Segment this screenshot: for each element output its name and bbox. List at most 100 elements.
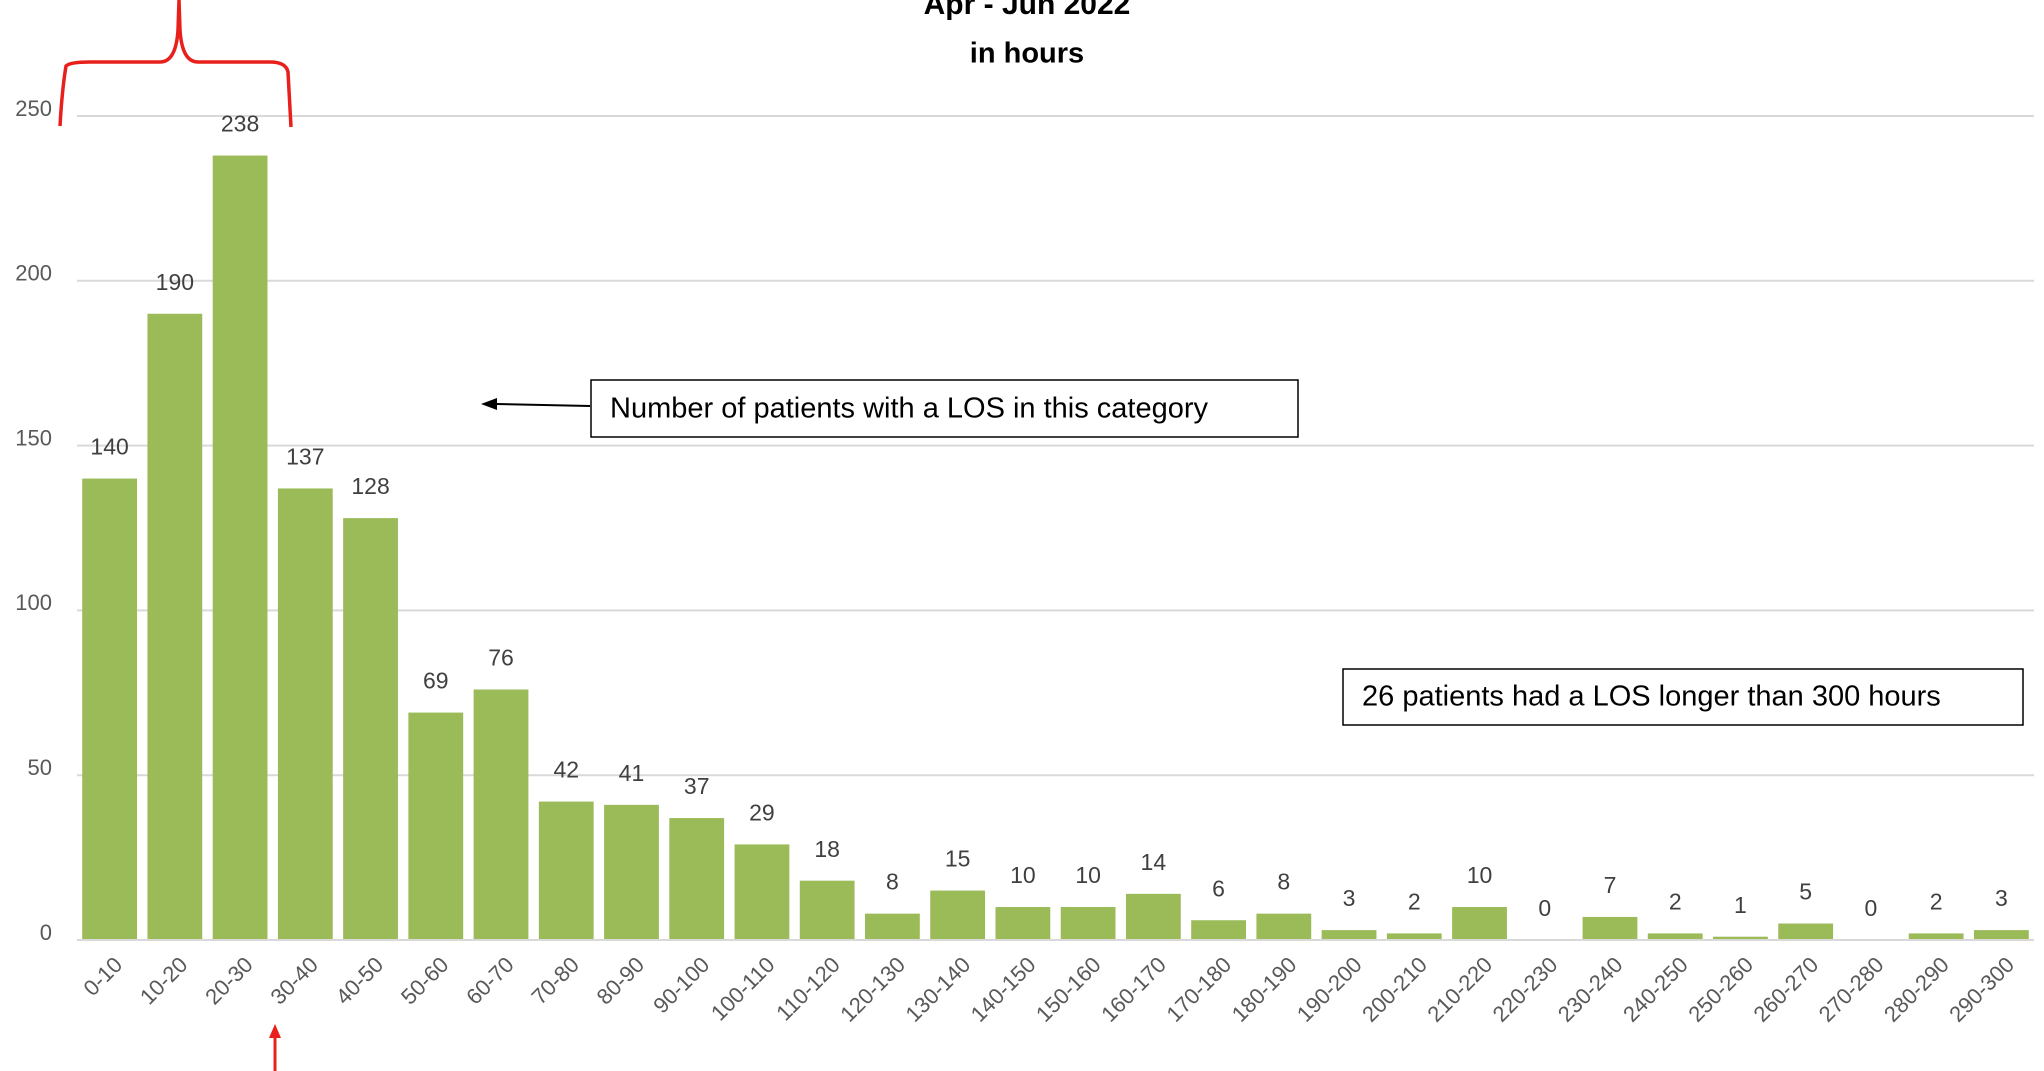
value-label: 10	[1010, 862, 1036, 888]
bar	[1191, 920, 1246, 940]
annotation-arrow-head	[481, 398, 497, 410]
bar	[1060, 907, 1116, 940]
bar	[1647, 933, 1703, 940]
x-tick-label: 220-230	[1488, 952, 1563, 1027]
red-bracket	[58, 0, 293, 128]
x-tick-label: 40-50	[331, 952, 388, 1009]
value-label: 14	[1141, 849, 1167, 875]
x-tick-label: 110-120	[771, 952, 845, 1026]
bar	[147, 313, 203, 940]
value-label: 128	[351, 473, 389, 499]
bar	[277, 488, 333, 940]
bar	[343, 518, 398, 940]
value-label: 190	[156, 269, 194, 295]
value-label: 1	[1734, 892, 1747, 918]
value-label: 42	[553, 757, 579, 783]
y-tick-label: 200	[15, 261, 52, 286]
bar	[1125, 893, 1181, 940]
annotation-arrow	[495, 403, 591, 407]
x-tick-label: 80-90	[592, 952, 649, 1009]
bar	[1582, 916, 1638, 940]
x-tick-label: 260-270	[1749, 952, 1824, 1027]
x-tick-label: 240-250	[1618, 952, 1693, 1027]
value-label: 3	[1343, 885, 1356, 911]
x-tick-label: 170-180	[1161, 952, 1236, 1027]
x-tick-label: 50-60	[396, 952, 453, 1009]
y-tick-label: 0	[40, 920, 52, 945]
annotation-box	[1342, 668, 2024, 726]
x-tick-label: 120-130	[835, 952, 910, 1027]
x-tick-label: 280-290	[1879, 952, 1954, 1027]
x-tick-label: 270-280	[1814, 952, 1889, 1027]
value-label: 2	[1930, 888, 1943, 914]
bar	[734, 844, 790, 940]
value-label: 6	[1212, 875, 1225, 901]
x-tick-label: 60-70	[461, 952, 518, 1009]
value-label: 15	[945, 846, 971, 872]
bar	[212, 155, 268, 940]
value-label: 69	[423, 668, 449, 694]
annotation: Number of patients with a LOS in this ca…	[610, 393, 1209, 425]
red-arrow-head	[269, 1024, 281, 1038]
plot: 0501001502002501400-1019010-2023820-3013…	[15, 96, 2034, 1027]
bar	[82, 478, 138, 940]
value-label: 3	[1995, 885, 2008, 911]
bar	[1321, 930, 1377, 940]
x-tick-label: 150-160	[1031, 952, 1106, 1027]
value-label: 18	[814, 836, 840, 862]
x-tick-label: 30-40	[265, 952, 322, 1009]
x-tick-label: 210-220	[1422, 952, 1497, 1027]
bar	[408, 712, 464, 940]
value-label: 140	[90, 434, 128, 460]
value-label: 41	[619, 760, 645, 786]
x-tick-label: 230-240	[1553, 952, 1628, 1027]
x-tick-label: 20-30	[200, 952, 257, 1009]
bar	[1713, 936, 1768, 940]
bar	[930, 890, 986, 940]
annotation-box	[590, 379, 1299, 438]
value-label: 10	[1075, 862, 1101, 888]
value-label: 2	[1669, 888, 1682, 914]
value-label: 10	[1467, 862, 1493, 888]
y-tick-label: 150	[15, 425, 52, 450]
x-tick-label: 180-190	[1227, 952, 1302, 1027]
bar	[669, 818, 725, 940]
chart-subtitle: in hours	[970, 38, 1084, 70]
x-tick-label: 190-200	[1292, 952, 1367, 1027]
x-tick-label: 160-170	[1096, 952, 1171, 1027]
bar	[1452, 907, 1507, 940]
value-label: 8	[886, 869, 899, 895]
value-label: 0	[1865, 895, 1878, 921]
value-label: 0	[1538, 895, 1551, 921]
annotation: 26 patients had a LOS longer than 300 ho…	[1362, 681, 1941, 713]
x-tick-label: 290-300	[1944, 952, 2019, 1027]
value-label: 5	[1799, 879, 1812, 905]
y-tick-label: 50	[28, 755, 52, 780]
x-tick-label: 100-110	[706, 952, 780, 1026]
x-tick-label: 70-80	[526, 952, 583, 1009]
bar	[1778, 923, 1834, 940]
bar	[865, 913, 920, 940]
value-label: 37	[684, 773, 710, 799]
x-tick-label: 140-150	[966, 952, 1041, 1027]
value-label: 8	[1277, 869, 1290, 895]
bar	[995, 907, 1051, 940]
bar	[473, 689, 529, 940]
value-label: 137	[286, 444, 324, 470]
chart-title: Apr - Jun 2022	[924, 0, 1131, 21]
value-label: 76	[488, 645, 514, 671]
bar	[538, 801, 594, 940]
x-tick-label: 90-100	[648, 952, 714, 1018]
x-tick-label: 200-210	[1357, 952, 1432, 1027]
value-label: 238	[221, 111, 259, 137]
value-label: 2	[1408, 888, 1421, 914]
x-tick-label: 0-10	[78, 952, 127, 1001]
y-tick-label: 100	[15, 590, 52, 615]
value-label: 29	[749, 799, 775, 825]
bar	[1908, 933, 1964, 940]
x-tick-label: 250-260	[1683, 952, 1758, 1027]
bar	[799, 880, 855, 940]
bar	[1256, 913, 1312, 940]
bar	[604, 804, 659, 940]
